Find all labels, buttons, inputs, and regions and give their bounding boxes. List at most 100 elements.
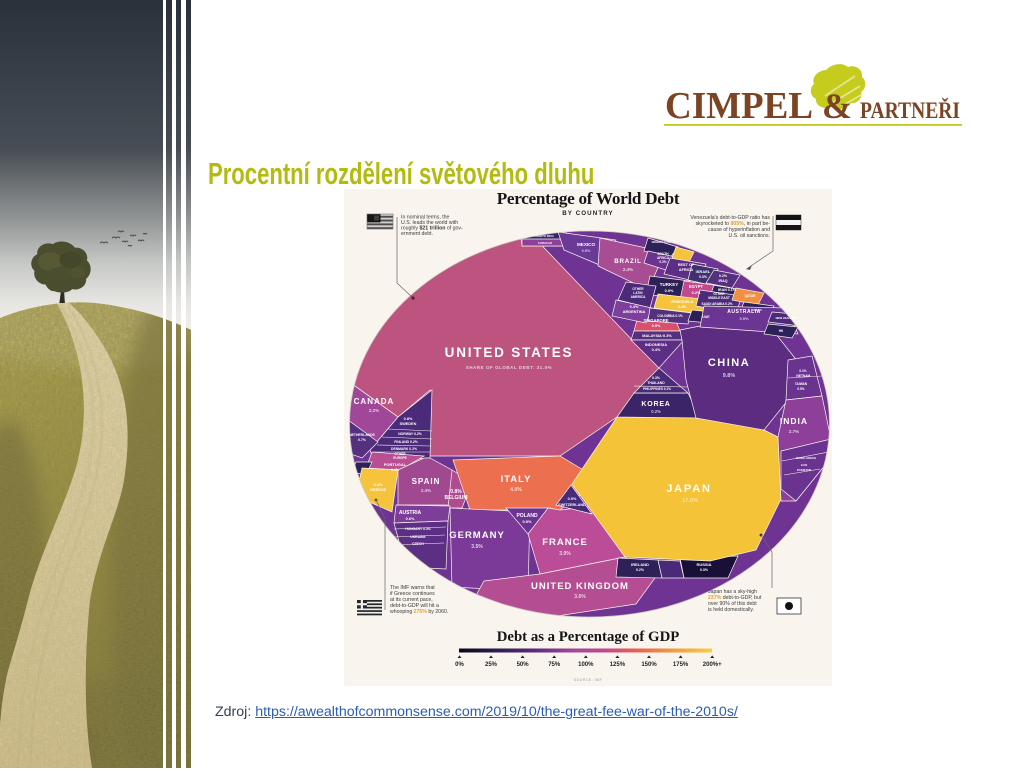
- svg-text:0.9%: 0.9%: [522, 519, 532, 524]
- svg-text:POLAND: POLAND: [516, 513, 538, 519]
- svg-text:DENMARK 0.2%: DENMARK 0.2%: [391, 447, 417, 451]
- svg-text:PUERTO RICO: PUERTO RICO: [534, 234, 554, 238]
- svg-text:0%: 0%: [455, 662, 464, 668]
- svg-text:150%: 150%: [641, 662, 657, 668]
- svg-text:JAPAN: JAPAN: [666, 483, 711, 495]
- svg-text:2.4%: 2.4%: [421, 488, 431, 493]
- svg-text:SOUTH: SOUTH: [657, 252, 669, 256]
- svg-text:CZECH: CZECH: [412, 542, 424, 546]
- svg-text:In nominal terms, the: In nominal terms, the: [401, 215, 450, 221]
- svg-text:GERMANY: GERMANY: [449, 530, 505, 541]
- svg-text:The IMF warns that: The IMF warns that: [390, 585, 435, 591]
- svg-text:CHINA: CHINA: [708, 357, 750, 369]
- svg-text:CURACAO: CURACAO: [538, 241, 553, 245]
- svg-text:CANADA: CANADA: [354, 397, 395, 406]
- svg-text:Japan has a sky-high: Japan has a sky-high: [708, 589, 757, 595]
- svg-text:Percentage of World Debt: Percentage of World Debt: [497, 189, 680, 208]
- svg-text:AUSTRALIA: AUSTRALIA: [727, 309, 760, 315]
- svg-text:0.3%: 0.3%: [699, 275, 708, 279]
- svg-text:0.9%: 0.9%: [652, 324, 661, 328]
- svg-text:over 90% of this debt: over 90% of this debt: [708, 601, 757, 607]
- svg-text:25%: 25%: [485, 662, 498, 668]
- svg-text:UAE: UAE: [702, 315, 710, 319]
- svg-text:3.9%: 3.9%: [559, 551, 571, 557]
- svg-text:4.0%: 4.0%: [510, 487, 522, 493]
- svg-text:200%+: 200%+: [703, 662, 722, 668]
- svg-text:2.7%: 2.7%: [789, 429, 799, 434]
- svg-text:roughly $21 trillion of gov-: roughly $21 trillion of gov-: [401, 226, 463, 232]
- svg-text:TAIWAN: TAIWAN: [795, 382, 808, 386]
- svg-text:SINGAPORE: SINGAPORE: [643, 318, 668, 323]
- svg-text:skyrocketed to 905%, in part b: skyrocketed to 905%, in part be-: [696, 221, 771, 227]
- svg-text:VIETNAM: VIETNAM: [796, 374, 811, 378]
- svg-text:CIMPEL: CIMPEL: [665, 85, 813, 127]
- svg-text:50%: 50%: [517, 662, 530, 668]
- svg-text:UNITED STATES: UNITED STATES: [445, 345, 574, 360]
- svg-text:0.2%: 0.2%: [651, 409, 661, 414]
- svg-text:ARGENTINA: ARGENTINA: [623, 310, 646, 314]
- svg-text:PAKISTAN: PAKISTAN: [797, 468, 811, 472]
- svg-text:0.2%: 0.2%: [719, 274, 728, 278]
- svg-text:0.2%: 0.2%: [801, 463, 808, 467]
- svg-text:GREECE: GREECE: [370, 488, 387, 492]
- svg-text:0.8%: 0.8%: [450, 489, 462, 495]
- svg-text:SOURCE: IMF: SOURCE: IMF: [574, 678, 602, 682]
- svg-text:0.4%: 0.4%: [652, 348, 661, 352]
- svg-text:AUSTRIA: AUSTRIA: [399, 510, 422, 516]
- svg-text:Venezuela's debt-to-GDP ratio: Venezuela's debt-to-GDP ratio has: [690, 215, 770, 221]
- svg-text:IRELAND: IRELAND: [631, 562, 649, 567]
- svg-text:PHILIPPINES 0.1%: PHILIPPINES 0.1%: [643, 387, 671, 391]
- svg-text:0.1%: 0.1%: [799, 369, 806, 373]
- svg-text:NORWAY 0.2%: NORWAY 0.2%: [398, 432, 422, 436]
- svg-text:U.S. leads the world with: U.S. leads the world with: [401, 220, 458, 226]
- svg-text:SAUDI ARABIA 0.2%: SAUDI ARABIA 0.2%: [701, 302, 732, 306]
- svg-text:2.2%: 2.2%: [369, 408, 379, 413]
- svg-text:0.5%: 0.5%: [797, 387, 804, 391]
- svg-text:debt-to-GDP will hit a: debt-to-GDP will hit a: [390, 603, 439, 609]
- svg-text:SPAIN: SPAIN: [412, 477, 441, 486]
- svg-text:ISRAEL: ISRAEL: [696, 269, 711, 274]
- svg-text:REST OF: REST OF: [678, 263, 695, 267]
- svg-text:U.S. oil sanctions.: U.S. oil sanctions.: [728, 233, 770, 239]
- svg-text:175%: 175%: [673, 662, 689, 668]
- svg-text:&: &: [822, 86, 852, 126]
- svg-text:0.6%: 0.6%: [406, 517, 415, 521]
- svg-text:HUNGARY 0.3%: HUNGARY 0.3%: [405, 527, 431, 531]
- svg-text:0.9%: 0.9%: [582, 249, 591, 253]
- svg-text:MIDDLE EAST: MIDDLE EAST: [708, 296, 730, 300]
- svg-text:VENEZUELA: VENEZUELA: [671, 300, 694, 304]
- svg-text:UNITED KINGDOM: UNITED KINGDOM: [531, 581, 629, 592]
- svg-text:NIGERIA 0.1%: NIGERIA 0.1%: [652, 240, 671, 244]
- svg-text:237% debt-to-GDP, but: 237% debt-to-GDP, but: [708, 595, 762, 601]
- svg-text:MEXICO: MEXICO: [577, 242, 596, 247]
- svg-text:OTHER: OTHER: [713, 292, 725, 296]
- svg-text:0.2%: 0.2%: [659, 260, 666, 264]
- svg-text:0.2%: 0.2%: [692, 291, 701, 295]
- svg-text:0.4%: 0.4%: [374, 483, 383, 487]
- svg-text:75%: 75%: [548, 662, 561, 668]
- svg-text:INDONESIA: INDONESIA: [645, 342, 667, 347]
- svg-text:3.5%: 3.5%: [471, 544, 483, 550]
- svg-text:BANGLADESH: BANGLADESH: [796, 456, 816, 460]
- svg-text:0.3%: 0.3%: [652, 376, 660, 380]
- svg-text:0.9%: 0.9%: [568, 497, 577, 501]
- svg-text:0.7%: 0.7%: [358, 438, 366, 442]
- svg-text:KOREA: KOREA: [641, 401, 670, 408]
- svg-text:OMAN: OMAN: [752, 308, 761, 312]
- svg-text:OTHER: OTHER: [394, 452, 406, 456]
- svg-text:2.4%: 2.4%: [623, 267, 633, 272]
- svg-text:AMERICA: AMERICA: [631, 295, 647, 299]
- svg-text:0.9%: 0.9%: [665, 289, 674, 293]
- svg-text:at its current pace,: at its current pace,: [390, 597, 433, 603]
- svg-text:BELGIUM: BELGIUM: [444, 495, 467, 501]
- svg-text:0.8%: 0.8%: [404, 417, 413, 421]
- svg-text:SWEDEN: SWEDEN: [400, 422, 417, 426]
- svg-text:NETHERLANDS: NETHERLANDS: [349, 433, 375, 437]
- svg-text:LATIN: LATIN: [633, 291, 643, 295]
- svg-text:QATAR: QATAR: [745, 294, 757, 298]
- svg-text:cause of hyperinflation and: cause of hyperinflation and: [708, 227, 770, 233]
- svg-text:INDIA: INDIA: [780, 416, 808, 426]
- svg-text:TURKEY: TURKEY: [660, 282, 679, 287]
- svg-text:17.0%: 17.0%: [682, 498, 698, 504]
- svg-text:0.2%: 0.2%: [636, 568, 645, 572]
